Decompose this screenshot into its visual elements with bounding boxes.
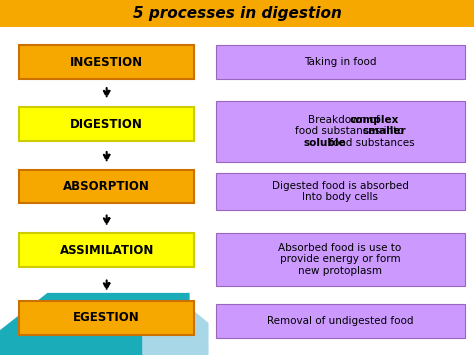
- Text: DIGESTION: DIGESTION: [70, 118, 143, 131]
- Text: Breakdown of: Breakdown of: [308, 115, 383, 125]
- FancyBboxPatch shape: [19, 234, 194, 267]
- Text: 5 processes in digestion: 5 processes in digestion: [133, 6, 341, 21]
- Polygon shape: [142, 307, 209, 355]
- Polygon shape: [0, 293, 190, 355]
- Text: food substances: food substances: [326, 138, 414, 148]
- Text: new protoplasm: new protoplasm: [298, 266, 382, 275]
- FancyBboxPatch shape: [0, 0, 474, 27]
- Text: food substances into: food substances into: [295, 126, 407, 136]
- FancyBboxPatch shape: [19, 107, 194, 141]
- Text: soluble: soluble: [303, 138, 346, 148]
- Text: ABSORPTION: ABSORPTION: [63, 180, 150, 193]
- FancyBboxPatch shape: [216, 304, 465, 338]
- Text: smaller: smaller: [363, 126, 406, 136]
- Text: INGESTION: INGESTION: [70, 56, 143, 69]
- FancyBboxPatch shape: [216, 173, 465, 210]
- FancyBboxPatch shape: [216, 233, 465, 286]
- FancyBboxPatch shape: [216, 101, 465, 162]
- Text: EGESTION: EGESTION: [73, 311, 140, 324]
- FancyBboxPatch shape: [19, 45, 194, 79]
- Text: provide energy or form: provide energy or form: [280, 254, 401, 264]
- FancyBboxPatch shape: [19, 170, 194, 203]
- Text: Taking in food: Taking in food: [304, 57, 376, 67]
- Text: Digested food is absorbed: Digested food is absorbed: [272, 181, 409, 191]
- Text: Into body cells: Into body cells: [302, 192, 378, 202]
- FancyBboxPatch shape: [19, 301, 194, 334]
- Text: Removal of undigested food: Removal of undigested food: [267, 316, 413, 326]
- FancyBboxPatch shape: [216, 45, 465, 79]
- Text: ASSIMILATION: ASSIMILATION: [59, 244, 154, 257]
- Text: complex: complex: [350, 115, 399, 125]
- Text: Absorbed food is use to: Absorbed food is use to: [278, 243, 402, 253]
